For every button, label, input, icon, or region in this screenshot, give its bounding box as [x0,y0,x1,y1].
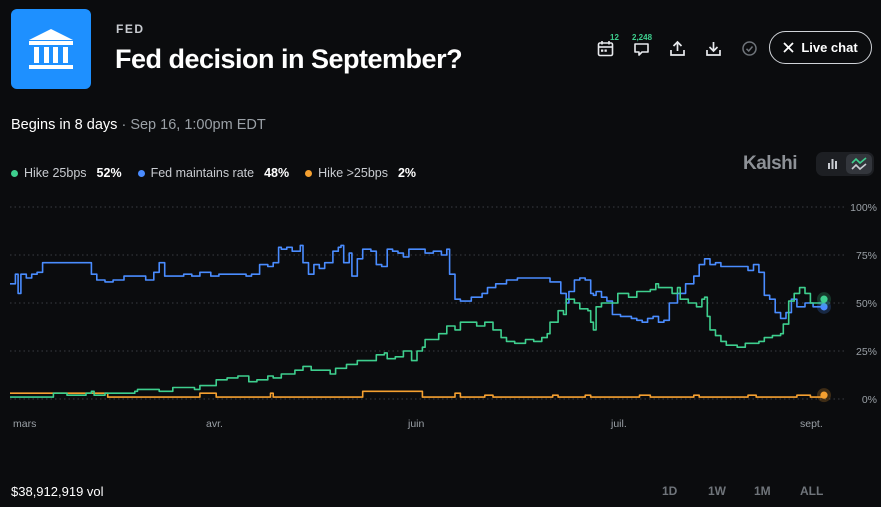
range-1d-button[interactable]: 1D [662,484,678,498]
live-chat-label: Live chat [801,40,858,55]
live-chat-button[interactable]: Live chat [769,31,872,64]
calendar-icon [597,41,614,57]
legend-label: Hike 25bps [24,166,87,180]
legend-label: Fed maintains rate [150,166,255,180]
x-tick-label: avr. [206,418,223,430]
comments-count: 2,248 [632,33,653,42]
schedule-separator: · [121,117,127,133]
series-lines [10,244,825,398]
legend-percent: 48% [264,166,290,180]
series-end-point[interactable] [820,295,828,303]
verified-button[interactable] [736,30,764,66]
line-view-button[interactable] [846,154,872,174]
comments-button[interactable]: 2,248 [628,30,656,66]
price-chart[interactable]: 100% 75% 50% 25% 0% mars avr. juin juil. sept. [0,195,881,440]
download-button[interactable] [700,30,728,66]
range-1m-button[interactable]: 1M [754,484,771,498]
range-all-button[interactable]: ALL [800,484,824,498]
download-icon [706,42,721,56]
trade-volume: $38,912,919 vol [11,484,104,499]
y-tick-label: 50% [856,298,877,310]
market-category: FED [116,22,145,36]
x-axis: mars avr. juin juil. sept. [13,418,823,430]
share-icon [670,40,685,56]
bar-chart-icon [828,159,837,169]
check-circle-icon [742,41,757,56]
legend-dot [11,169,18,177]
calendar-count: 12 [610,33,619,42]
range-1w-button[interactable]: 1W [708,484,726,498]
close-icon [783,42,794,53]
chart-legend: Hike 25bps 52% Fed maintains rate 48% Hi… [11,166,416,180]
y-axis: 100% 75% 50% 25% 0% [850,202,877,406]
x-tick-label: sept. [800,418,823,430]
series-end-point[interactable] [820,391,828,399]
series-line-0[interactable] [10,283,825,398]
legend-dot [305,169,313,177]
series-line-1[interactable] [10,244,824,323]
x-tick-label: juil. [610,418,627,430]
y-tick-label: 25% [856,346,877,358]
legend-percent: 52% [96,166,122,180]
legend-item-fed-maintains-rate[interactable]: Fed maintains rate 48% [137,166,290,180]
comment-icon [634,43,649,56]
legend-dot [137,169,145,177]
legend-label: Hike >25bps [318,166,388,180]
x-tick-label: mars [13,418,36,430]
chart-view-toggle [816,152,874,176]
chart-grid [10,206,846,400]
bar-view-button[interactable] [819,154,845,174]
market-schedule: Begins in 8 days · Sep 16, 1:00pm EDT [11,117,266,133]
end-markers [817,292,831,403]
begins-text: Begins in 8 days [11,117,118,133]
line-chart-icon [851,157,867,171]
y-tick-label: 100% [850,202,877,214]
series-end-point[interactable] [820,303,828,311]
market-logo [11,9,91,89]
kalshi-logo: Kalshi [743,153,798,174]
schedule-datetime: Sep 16, 1:00pm EDT [130,117,266,133]
x-tick-label: juin [407,418,425,430]
y-tick-label: 0% [862,394,877,406]
series-line-2[interactable] [10,390,825,398]
legend-percent: 2% [397,166,417,180]
bank-icon [29,29,73,69]
legend-item-hike-over-25bps[interactable]: Hike >25bps 2% [305,166,416,180]
y-tick-label: 75% [856,250,877,262]
calendar-button[interactable]: 12 [592,30,620,66]
share-button[interactable] [664,30,692,66]
page-title: Fed decision in September? [115,44,463,74]
legend-item-hike-25bps[interactable]: Hike 25bps 52% [11,166,122,180]
